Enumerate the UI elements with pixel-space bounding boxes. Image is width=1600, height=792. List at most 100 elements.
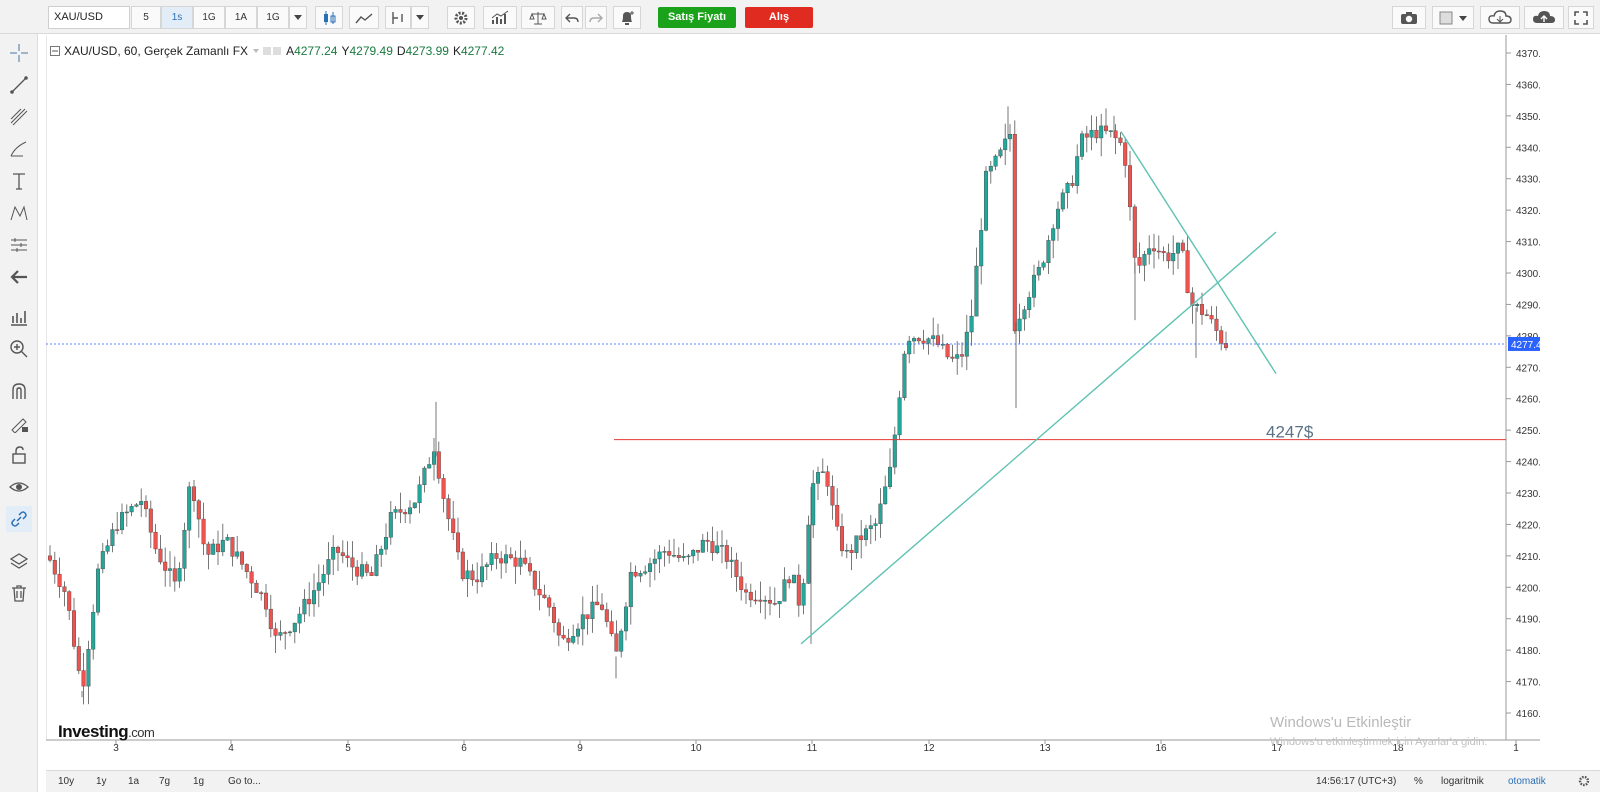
trendline-icon [10, 76, 28, 94]
candle-body [969, 315, 974, 333]
indicators-button[interactable] [385, 6, 411, 29]
candle-body [854, 535, 859, 553]
candle-body [283, 632, 288, 634]
undo-icon [565, 13, 579, 22]
screenshot-button[interactable] [1392, 6, 1426, 29]
price-chart[interactable]: 4247$ 4160.00 4170.00 4180.00 4190.00 4200.0… [46, 35, 1540, 757]
candle-body [105, 545, 110, 552]
measure-tool[interactable] [6, 232, 32, 258]
settings-button[interactable] [447, 6, 475, 29]
studies-button[interactable] [483, 6, 517, 29]
candle-body [408, 507, 413, 515]
candle-body [624, 606, 629, 632]
candle-body [931, 335, 936, 339]
candle-body [259, 592, 264, 594]
sell-price-button[interactable]: Satış Fiyatı [658, 7, 736, 28]
trendline-tool[interactable] [6, 72, 32, 98]
load-cloud-button[interactable] [1480, 6, 1520, 29]
log-toggle[interactable]: logaritmik [1441, 776, 1484, 787]
candles-style-button[interactable] [315, 6, 343, 29]
trendline-1[interactable] [800, 231, 1277, 645]
interval-1g-week-button[interactable]: 1G [257, 6, 289, 29]
candle-body [1147, 248, 1152, 255]
chart-settings-button[interactable] [1578, 775, 1590, 789]
candle-body [902, 353, 907, 398]
candle-body [571, 636, 576, 643]
candle-body [1185, 250, 1190, 294]
redo-button[interactable] [585, 6, 607, 29]
pitchfork-tool[interactable] [6, 104, 32, 130]
goto-button[interactable]: Go to... [228, 776, 261, 787]
object-tree-tool[interactable] [6, 548, 32, 574]
stay-drawing-tool[interactable] [6, 410, 32, 436]
price-tick-label: 4180.00 [1516, 646, 1540, 657]
lock-tool[interactable] [6, 442, 32, 468]
alert-button[interactable] [613, 6, 641, 29]
indicators-dropdown-button[interactable] [411, 6, 429, 29]
interval-dropdown-button[interactable] [289, 6, 307, 29]
candle-body [268, 608, 273, 630]
candle-body [81, 670, 86, 687]
balance-button[interactable] [521, 6, 555, 29]
range-1a-button[interactable]: 1a [128, 776, 140, 787]
back-tool[interactable] [6, 264, 32, 290]
pattern-tool[interactable] [6, 200, 32, 226]
collapse-icon[interactable] [50, 46, 60, 56]
legend-title: XAU/USD, 60, Gerçek Zamanlı FX [64, 44, 249, 58]
auto-toggle[interactable]: otomatik [1508, 776, 1546, 787]
candle-body [840, 526, 845, 552]
sync-tool[interactable] [6, 506, 32, 532]
brush-tool[interactable] [6, 136, 32, 162]
buy-button[interactable]: Alış [745, 7, 813, 28]
candle-body [950, 356, 955, 359]
candle-body [1027, 297, 1032, 310]
range-7g-button[interactable]: 7g [159, 776, 171, 787]
zoom-tool[interactable] [6, 336, 32, 362]
indicator-icon [392, 11, 403, 24]
candle-body [628, 571, 633, 608]
candle-body [907, 340, 912, 355]
price-tick-label: 4300.00 [1516, 269, 1540, 280]
save-cloud-button[interactable] [1524, 6, 1564, 29]
interval-1s-button[interactable]: 1s [161, 6, 193, 29]
layout-button[interactable] [1432, 6, 1474, 29]
candle-body [1166, 252, 1171, 262]
remove-drawings-tool[interactable] [6, 580, 32, 606]
fullscreen-button[interactable] [1568, 6, 1594, 29]
range-1g-button[interactable]: 1g [193, 776, 205, 787]
interval-1a-button[interactable]: 1A [225, 6, 257, 29]
legend-settings-icon[interactable] [252, 46, 282, 56]
interval-5-button[interactable]: 5 [131, 6, 161, 29]
candle-body [388, 512, 393, 538]
compare-button[interactable] [349, 6, 379, 29]
text-tool[interactable] [6, 168, 32, 194]
candle-body [1084, 133, 1089, 138]
trendline-2[interactable] [1120, 131, 1277, 374]
undo-button[interactable] [561, 6, 583, 29]
price-tick-label: 4210.00 [1516, 552, 1540, 563]
candle-body [182, 529, 187, 569]
clock-timezone[interactable]: 14:56:17 (UTC+3) [1316, 776, 1397, 787]
magnet-tool[interactable] [6, 378, 32, 404]
visibility-tool[interactable] [6, 474, 32, 500]
candle-body [211, 543, 216, 555]
percent-toggle[interactable]: % [1414, 776, 1423, 787]
time-tick-label: 10 [690, 743, 702, 754]
range-10y-button[interactable]: 10y [58, 776, 75, 787]
candle-body [806, 524, 811, 584]
candle-body [91, 612, 96, 650]
range-1y-button[interactable]: 1y [96, 776, 107, 787]
interval-1g-button[interactable]: 1G [193, 6, 225, 29]
crosshair-tool[interactable] [6, 40, 32, 66]
icons-tool[interactable] [6, 304, 32, 330]
price-annotation[interactable]: 4247$ [1266, 423, 1314, 442]
pitchfork-icon [10, 108, 28, 126]
candle-body [196, 500, 201, 520]
candle-body [556, 622, 561, 636]
candle-body [470, 570, 475, 581]
time-tick-label: 16 [1155, 743, 1167, 754]
candle-body [643, 571, 648, 574]
candle-body [417, 484, 422, 504]
symbol-input[interactable]: XAU/USD [48, 6, 130, 29]
candle-body [364, 564, 369, 573]
